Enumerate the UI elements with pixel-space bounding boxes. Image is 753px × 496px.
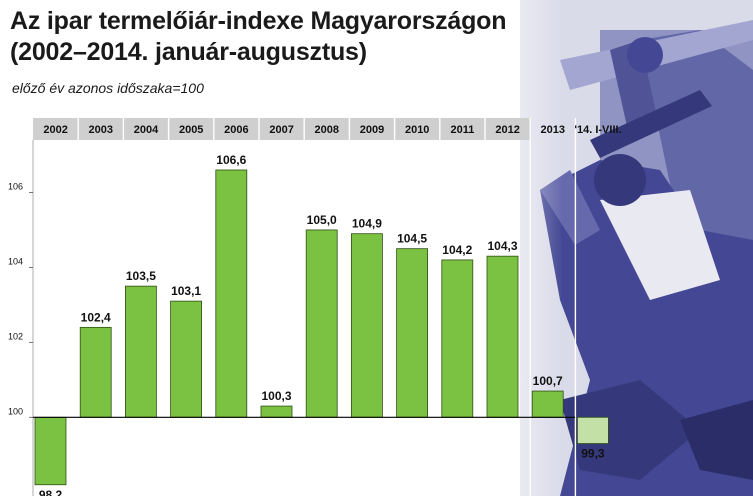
value-label: 98,2 [39, 488, 63, 496]
year-label: 2002 [43, 124, 67, 136]
bar-2008 [305, 229, 338, 418]
year-label: 2012 [495, 124, 519, 136]
y-tick-label: 102 [8, 331, 23, 341]
bar-2002 [34, 416, 67, 486]
y-tick-label: 104 [8, 256, 23, 266]
bar-2003 [79, 326, 112, 418]
year-label: 2007 [269, 124, 293, 136]
year-label: 2004 [134, 124, 159, 136]
bar-2013 [531, 390, 564, 418]
year-labels: 2002 2003 2004 2005 2006 2007 2008 2009 2010 2011… [43, 124, 621, 136]
year-label: 2010 [405, 124, 429, 136]
year-label: 2011 [450, 124, 474, 136]
value-label: 104,9 [352, 217, 382, 231]
chart-title: Az ipar termelőiár-indexe Magyarországon… [10, 7, 507, 66]
year-label: 2005 [179, 124, 203, 136]
column-dividers [77, 118, 577, 496]
year-label: 2008 [315, 124, 339, 136]
bar-2006 [215, 169, 248, 418]
y-tick-label: 106 [8, 181, 23, 191]
chart-subtitle: előző év azonos időszaka=100 [12, 80, 204, 96]
bar-2007 [260, 405, 293, 418]
year-label: 2006 [224, 124, 248, 136]
year-header-band [33, 118, 531, 140]
value-label: 100,3 [261, 389, 291, 403]
y-tick-label: 100 [8, 406, 23, 416]
value-label: 104,3 [487, 239, 517, 253]
year-label: 2009 [360, 124, 384, 136]
y-ticks: 100 102 104 106 [8, 181, 33, 418]
bar-2005 [170, 300, 203, 418]
bar-2009 [350, 233, 383, 418]
value-label: 105,0 [307, 213, 337, 227]
value-labels: 98,2 102,4 103,5 103,1 106,6 100,3 105,0 104,9 1… [39, 153, 605, 496]
value-label: 103,5 [126, 269, 156, 283]
year-label: 2003 [89, 124, 113, 136]
value-label: 106,6 [216, 153, 246, 167]
value-label: 104,5 [397, 232, 427, 246]
value-label: 103,1 [171, 284, 201, 298]
bar-2011 [441, 259, 474, 418]
value-label: 100,7 [533, 374, 563, 388]
value-label: 104,2 [442, 243, 472, 257]
year-label: '14. I-VIII. [574, 124, 621, 136]
bar-2004 [125, 285, 157, 418]
bar-2012 [486, 255, 519, 418]
bar-'14. I-VIII. [577, 416, 609, 444]
bar-2010 [396, 248, 429, 418]
value-label: 99,3 [581, 447, 605, 461]
year-label: 2013 [541, 124, 565, 136]
value-label: 102,4 [81, 310, 111, 324]
bars [34, 169, 609, 486]
